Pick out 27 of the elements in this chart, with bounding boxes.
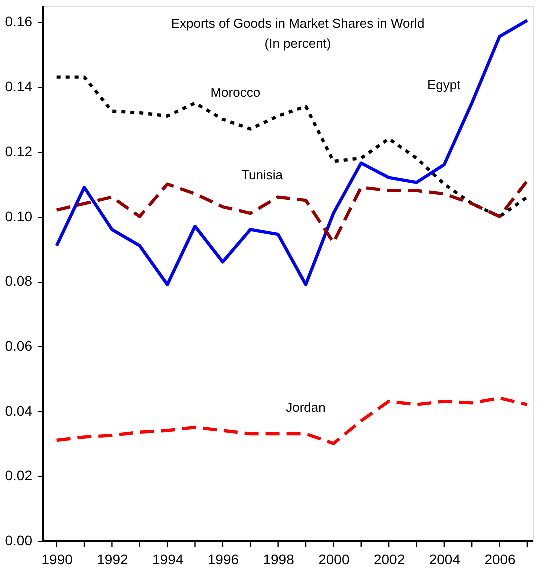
- y-tick-label: 0.16: [5, 14, 33, 30]
- x-tick-label: 2000: [318, 552, 350, 568]
- x-tick-label: 2002: [374, 552, 406, 568]
- line-series: [55, 18, 530, 286]
- series-label: Jordan: [286, 400, 326, 415]
- y-tick-label: 0.10: [5, 208, 33, 224]
- x-tick-label: 1998: [263, 552, 295, 568]
- y-tick-label: 0.08: [5, 273, 33, 290]
- x-tick-label: 2004: [429, 552, 461, 568]
- x-tick-label: 2006: [484, 552, 516, 568]
- x-tick-label: 1992: [97, 552, 128, 568]
- line-series: [55, 76, 530, 218]
- x-tick-label: 1990: [42, 552, 74, 568]
- x-tick-label: 1996: [208, 552, 240, 568]
- series-label: Egypt: [427, 77, 462, 92]
- text: Exports of Goods in Market Shares in World: [171, 16, 425, 31]
- series-label: Tunisia: [242, 167, 284, 182]
- series-label: Morocco: [210, 85, 261, 100]
- y-tick-label: 0.02: [5, 468, 33, 484]
- y-tick-label: 0.12: [5, 143, 33, 160]
- y-tick-label: 0.06: [5, 338, 33, 354]
- y-tick-label: 0.00: [5, 532, 33, 548]
- y-tick-label: 0.04: [5, 402, 33, 419]
- line-series: [55, 396, 530, 446]
- x-tick-label: 1994: [152, 552, 184, 568]
- text: (In percent): [264, 36, 332, 51]
- y-tick-label: 0.14: [5, 78, 33, 95]
